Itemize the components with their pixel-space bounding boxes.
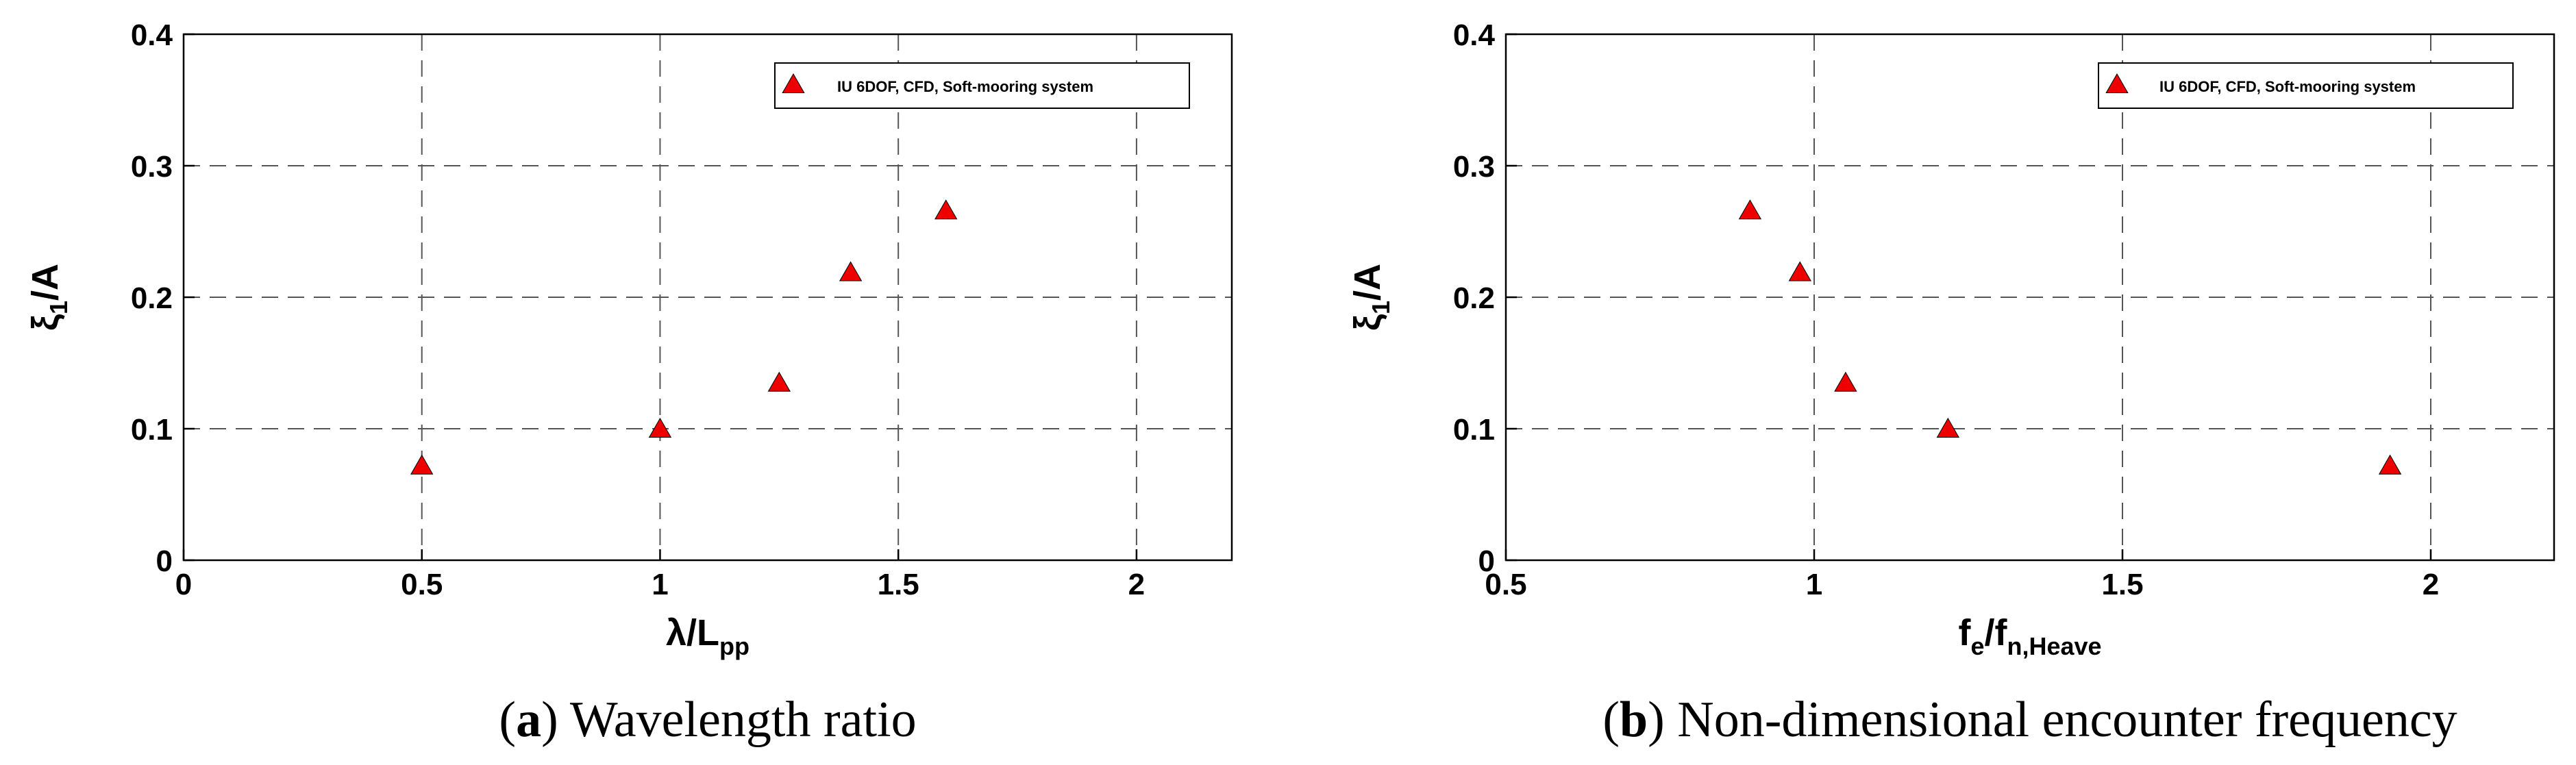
data-point-marker (648, 417, 672, 438)
x-tick-label: 0 (175, 568, 192, 601)
panel-a-x-tick-labels: 0 0.5 1 1.5 2 (175, 568, 1145, 601)
y-tick-label: 0.4 (1453, 18, 1496, 52)
panel-a-tick-marks (182, 33, 1138, 562)
panel-a-y-tick-labels: 0 0.1 0.2 0.3 0.4 (131, 18, 173, 578)
x-tick-label: 2 (2423, 568, 2439, 601)
y-tick-label: 0.4 (131, 18, 173, 52)
data-point-marker (410, 454, 434, 475)
panel-a-legend: IU 6DOF, CFD, Soft-mooring system (774, 62, 1190, 109)
panel-b-y-tick-labels: 0 0.1 0.2 0.3 0.4 (1453, 18, 1496, 578)
panel-b-caption: (b) Non-dimensional encounter frequency (1602, 692, 2457, 748)
panel-a-y-axis-title-subscript: 1 (45, 301, 73, 314)
y-tick-label: 0.3 (131, 150, 173, 184)
data-point-marker (1788, 261, 1811, 281)
x-tick-label: 0.5 (1485, 568, 1526, 601)
panel-a-caption: (a) Wavelength ratio (499, 692, 916, 748)
y-tick-label: 0.2 (131, 281, 173, 315)
panel-b-x-tick-labels: 0.5 1 1.5 2 (1485, 568, 2439, 601)
panel-b-x-axis-title-main: f (1958, 612, 1971, 653)
x-tick-label: 1 (1806, 568, 1822, 601)
data-point-marker (767, 371, 791, 392)
y-tick-label: 0.2 (1453, 281, 1495, 315)
panel-a-y-axis-title: ξ1/A (25, 264, 73, 331)
panel-b-grid (1506, 34, 2554, 560)
y-tick-label: 0 (1478, 544, 1495, 578)
panel-b-caption-text: Non-dimensional encounter frequency (1677, 692, 2457, 748)
x-tick-label: 1.5 (878, 568, 919, 601)
data-point-marker (1936, 417, 1959, 438)
panel-b-x-axis-title: fe/fn,Heave (1958, 612, 2101, 660)
panel-b-legend: IU 6DOF, CFD, Soft-mooring system (2098, 62, 2514, 109)
panel-b-chart: 0.5 1 1.5 2 0 0.1 0.2 0.3 0.4 IU 6DOF, CFD, Sof… (1347, 18, 2555, 748)
panel-b-y-axis-title: ξ1/A (1347, 264, 1395, 331)
panel-a-x-axis-title-main: λ/L (666, 612, 719, 653)
y-tick-label: 0.3 (1453, 150, 1495, 184)
panel-b-x-axis-title-mid: /f (1984, 612, 2007, 653)
panel-a-y-axis-title-main: ξ (25, 314, 66, 331)
panel-b-caption-letter: b (1620, 692, 1648, 748)
panel-b-y-axis-title-tail: /A (1347, 264, 1388, 301)
y-tick-label: 0.1 (131, 413, 173, 447)
panel-a-legend-box (774, 62, 1190, 109)
data-point-marker (2378, 454, 2402, 475)
panel-b-x-axis-title-subscript-2: n,Heave (2007, 632, 2101, 660)
panel-a-caption-text: Wavelength ratio (570, 692, 917, 748)
panel-b-legend-box (2098, 62, 2514, 109)
data-point-marker (1738, 199, 1762, 220)
x-tick-label: 1.5 (2101, 568, 2143, 601)
panel-a-y-axis-title-tail: /A (25, 264, 66, 301)
panel-a-grid (184, 34, 1232, 560)
y-tick-label: 0 (156, 544, 173, 578)
panel-a-x-axis-title: λ/Lpp (666, 612, 750, 660)
panel-a-x-axis-title-subscript: pp (719, 632, 750, 660)
data-point-marker (839, 261, 863, 281)
panel-b-tick-marks (1504, 33, 2432, 562)
panel-b-y-axis-title-main: ξ (1347, 314, 1388, 331)
y-tick-label: 0.1 (1453, 413, 1495, 447)
panel-a-caption-letter: a (516, 692, 541, 748)
panel-b-x-axis-title-subscript: e (1970, 632, 1984, 660)
x-tick-label: 2 (1128, 568, 1145, 601)
panel-b-legend-marker (2105, 73, 2129, 94)
data-point-marker (934, 199, 958, 220)
panel-a-chart: 0 0.5 1 1.5 2 0 0.1 0.2 0.3 0.4 IU 6DOF, CFD, So… (25, 18, 1233, 748)
panel-a-legend-label: IU 6DOF, CFD, Soft-mooring system (837, 78, 1093, 95)
panel-b-y-axis-title-subscript: 1 (1367, 301, 1395, 314)
panel-b-legend-label: IU 6DOF, CFD, Soft-mooring system (2159, 78, 2416, 95)
panel-b-data-points (1738, 199, 2402, 475)
x-tick-label: 1 (652, 568, 668, 601)
panel-a-legend-marker (782, 73, 805, 94)
x-tick-label: 0.5 (401, 568, 443, 601)
data-point-marker (1834, 371, 1857, 392)
panel-a-data-points (410, 199, 958, 475)
